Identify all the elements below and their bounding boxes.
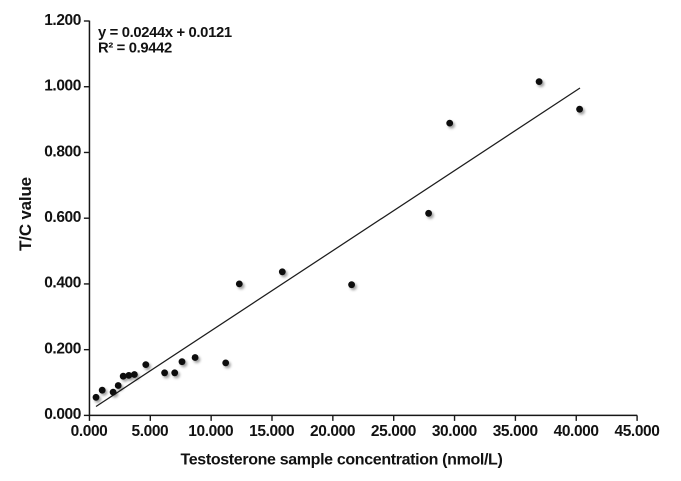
svg-text:0.000: 0.000 <box>44 406 81 423</box>
svg-text:1.000: 1.000 <box>44 78 81 95</box>
svg-text:45.000: 45.000 <box>614 423 659 440</box>
svg-text:0.400: 0.400 <box>44 275 81 292</box>
svg-text:35.000: 35.000 <box>493 423 538 440</box>
svg-text:y = 0.0244x + 0.0121: y = 0.0244x + 0.0121 <box>98 25 232 41</box>
svg-text:30.000: 30.000 <box>432 423 477 440</box>
svg-text:T/C value: T/C value <box>16 177 35 251</box>
svg-text:5.000: 5.000 <box>131 423 168 440</box>
svg-text:0.600: 0.600 <box>44 209 81 226</box>
svg-text:40.000: 40.000 <box>554 423 599 440</box>
svg-text:R² = 0.9442: R² = 0.9442 <box>98 40 172 56</box>
svg-text:20.000: 20.000 <box>310 423 355 440</box>
svg-text:0.200: 0.200 <box>44 340 81 357</box>
svg-text:0.800: 0.800 <box>44 143 81 160</box>
svg-text:1.200: 1.200 <box>44 12 81 29</box>
svg-text:10.000: 10.000 <box>188 423 233 440</box>
svg-text:0.000: 0.000 <box>71 423 108 440</box>
svg-text:Testosterone sample concentrat: Testosterone sample concentration (nmol/… <box>181 452 503 469</box>
svg-text:15.000: 15.000 <box>249 423 294 440</box>
svg-text:25.000: 25.000 <box>371 423 416 440</box>
